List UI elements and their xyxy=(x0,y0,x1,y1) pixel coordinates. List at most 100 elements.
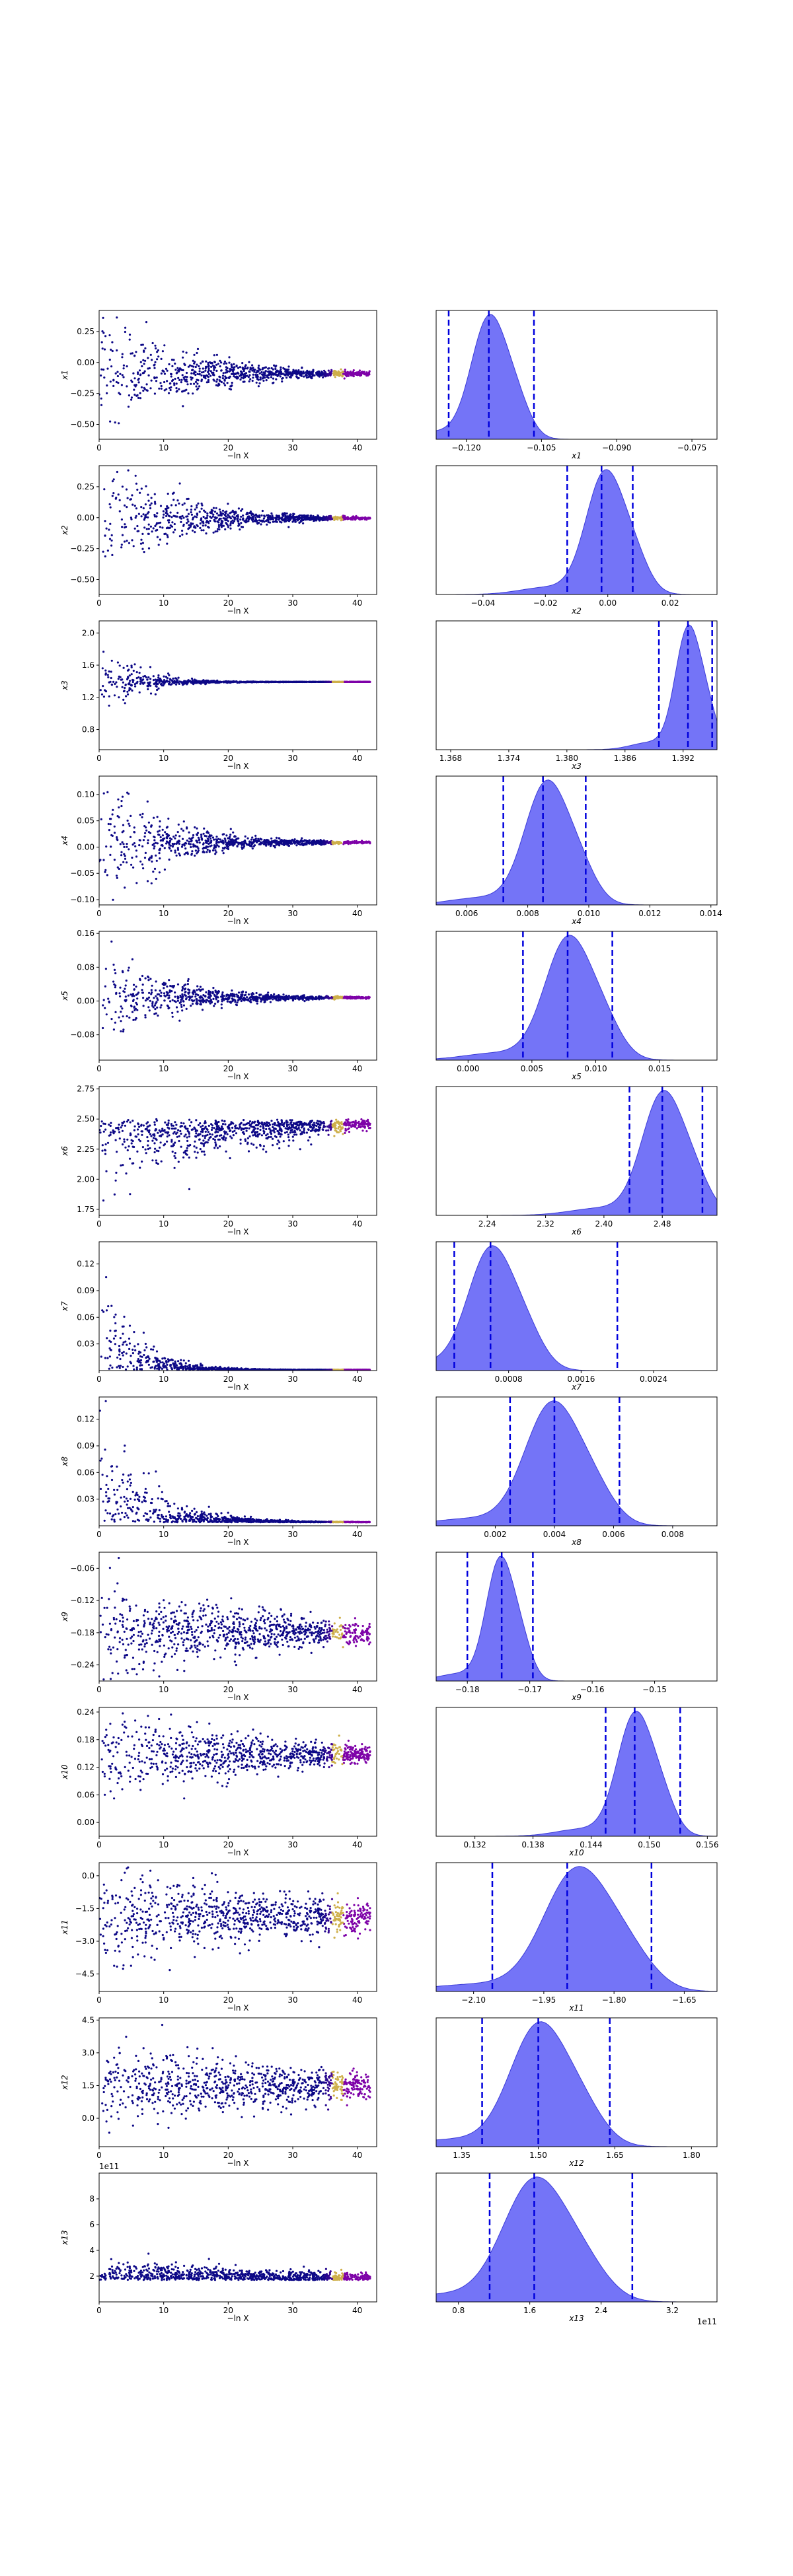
trace-point xyxy=(122,971,124,974)
trace-point xyxy=(119,393,122,396)
trace-point xyxy=(213,354,215,357)
trace-point xyxy=(222,995,225,997)
trace-point xyxy=(139,813,141,816)
trace-point xyxy=(355,840,358,843)
trace-point xyxy=(104,673,107,676)
trace-point xyxy=(227,845,230,848)
trace-ytick-label: −0.25 xyxy=(70,389,94,398)
trace-point xyxy=(182,830,184,832)
trace-point xyxy=(261,520,264,523)
trace-point xyxy=(149,353,152,356)
trace-point xyxy=(270,995,272,998)
trace-point xyxy=(206,517,208,519)
trace-point xyxy=(215,851,217,853)
trace-point xyxy=(115,875,118,877)
trace-point xyxy=(174,995,176,998)
trace-point xyxy=(104,1143,107,1146)
trace-point xyxy=(169,388,172,392)
trace-point xyxy=(221,998,223,1001)
trace-point xyxy=(323,516,326,519)
trace-point xyxy=(274,845,276,847)
trace-point xyxy=(209,370,212,373)
trace-point xyxy=(117,798,120,801)
trace-point xyxy=(194,515,196,518)
trace-point xyxy=(120,546,123,549)
trace-point xyxy=(181,993,184,995)
trace-point xyxy=(159,526,161,528)
trace-point xyxy=(122,698,125,701)
trace-point xyxy=(306,517,309,520)
trace-point xyxy=(293,517,295,520)
trace-point xyxy=(322,839,325,841)
trace-point xyxy=(231,841,233,844)
trace-point xyxy=(176,831,179,834)
trace-point xyxy=(215,363,218,366)
trace-point xyxy=(351,518,354,520)
trace-point xyxy=(108,1000,110,1003)
trace-point xyxy=(251,369,254,372)
trace-point xyxy=(135,1001,137,1004)
trace-point xyxy=(209,995,212,997)
trace-point xyxy=(208,989,210,992)
trace-point xyxy=(281,377,283,380)
trace-point xyxy=(121,831,124,834)
trace-point xyxy=(182,820,185,823)
trace-point xyxy=(108,670,110,673)
trace-point xyxy=(187,528,190,530)
trace-point xyxy=(244,367,246,370)
trace-point xyxy=(196,513,198,515)
trace-point xyxy=(107,997,110,1000)
trace-point xyxy=(109,680,112,683)
trace-point xyxy=(257,370,260,373)
trace-point xyxy=(139,374,141,376)
trace-point xyxy=(111,341,114,343)
trace-point xyxy=(149,666,152,668)
trace-point xyxy=(335,517,338,520)
trace-point xyxy=(176,848,180,851)
trace-point xyxy=(134,517,137,519)
trace-point xyxy=(202,371,205,373)
trace-point xyxy=(142,359,145,362)
trace-point xyxy=(122,1028,125,1031)
trace-xtick-label: 20 xyxy=(223,754,233,763)
trace-point xyxy=(278,837,280,840)
posterior-frame xyxy=(435,931,718,1061)
trace-point xyxy=(237,507,240,510)
trace-point xyxy=(132,993,135,995)
trace-point xyxy=(125,980,128,982)
trace-point xyxy=(143,349,145,352)
trace-point xyxy=(191,369,194,372)
trace-point xyxy=(349,997,352,1000)
trace-point xyxy=(153,493,156,495)
trace-point xyxy=(159,538,161,541)
trace-point xyxy=(166,1004,169,1007)
trace-point xyxy=(303,680,306,683)
trace-point xyxy=(266,995,268,998)
trace-point xyxy=(298,1124,301,1126)
trace-point xyxy=(226,382,229,384)
trace-point xyxy=(220,361,223,364)
trace-point xyxy=(147,1147,149,1151)
trace-point xyxy=(121,534,124,536)
trace-point xyxy=(159,1006,162,1009)
trace-point xyxy=(211,680,214,683)
trace-point xyxy=(171,380,174,382)
trace-point xyxy=(175,854,178,857)
trace-point xyxy=(173,682,176,684)
posterior-density xyxy=(436,624,718,750)
trace-point xyxy=(163,999,166,1002)
trace-point xyxy=(231,381,233,384)
trace-point xyxy=(239,518,242,521)
trace-point xyxy=(232,831,235,834)
trace-point xyxy=(154,1002,157,1005)
trace-point xyxy=(196,525,199,528)
trace-point xyxy=(278,370,280,373)
trace-point xyxy=(100,1120,103,1123)
trace-point xyxy=(158,834,161,836)
trace-point xyxy=(265,1134,268,1137)
trace-point xyxy=(261,377,264,380)
trace-point xyxy=(133,1005,135,1008)
trace-point xyxy=(183,984,186,987)
trace-point xyxy=(131,539,133,542)
trace-point xyxy=(152,1006,155,1009)
